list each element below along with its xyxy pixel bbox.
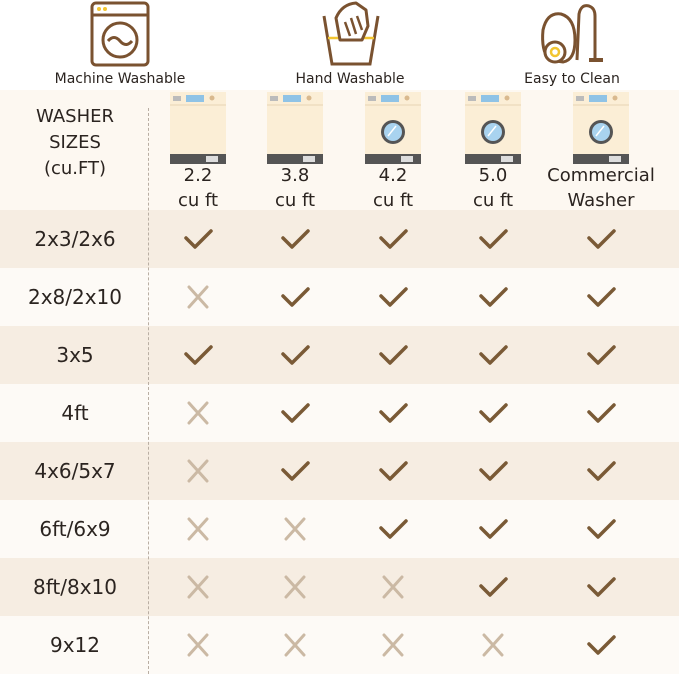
washer-sizes-title: WASHER SIZES (cu.FT)	[0, 104, 150, 182]
check-icon	[281, 403, 310, 423]
feature-hand-washable: Hand Washable	[250, 0, 450, 87]
check-icon	[479, 345, 508, 365]
cross-icon	[187, 401, 209, 425]
check-icon	[479, 403, 508, 423]
check-icon	[587, 229, 616, 249]
check-icon	[587, 403, 616, 423]
check-icon	[281, 287, 310, 307]
rug-size-label: 6ft/6x9	[39, 517, 111, 541]
cross-icon	[187, 517, 209, 541]
capacity-unit: cu ft	[372, 190, 414, 211]
check-icon	[587, 519, 616, 539]
washer-capacity-label: 2.2 cu ft	[128, 163, 268, 213]
check-icon	[379, 287, 408, 307]
check-icon	[587, 635, 616, 655]
washer-front-load-icon	[365, 92, 421, 164]
check-icon	[379, 229, 408, 249]
table-header: WASHER SIZES (cu.FT)	[0, 90, 679, 210]
title-line: SIZES	[49, 132, 101, 153]
rug-size-label: 2x8/2x10	[27, 285, 123, 309]
check-icon	[281, 345, 310, 365]
cross-icon	[187, 459, 209, 483]
rug-size-label: 9x12	[49, 633, 100, 657]
rug-size-label: 8ft/8x10	[32, 575, 117, 599]
feature-machine-washable: Machine Washable	[20, 0, 220, 87]
capacity-value: 5.0	[478, 165, 508, 186]
table-row: 4x6/5x7	[0, 442, 679, 500]
cross-icon	[187, 285, 209, 309]
table-row: 9x12	[0, 616, 679, 674]
title-line: WASHER	[36, 106, 114, 127]
capacity-unit: Washer	[567, 190, 635, 211]
check-icon	[587, 461, 616, 481]
capacity-value: Commercial	[547, 165, 655, 186]
cross-icon	[284, 517, 306, 541]
table-row: 3x5	[0, 326, 679, 384]
washer-front-load-icon	[465, 92, 521, 164]
cross-icon	[382, 575, 404, 599]
capacity-unit: cu ft	[177, 190, 219, 211]
table-row: 4ft	[0, 384, 679, 442]
cross-icon	[284, 575, 306, 599]
check-icon	[587, 577, 616, 597]
capacity-value: 2.2	[183, 165, 213, 186]
washer-capacity-label: Commercial Washer	[531, 163, 671, 213]
washer-capacity-label: 3.8 cu ft	[225, 163, 365, 213]
cross-icon	[187, 633, 209, 657]
washer-top-load-icon	[267, 92, 323, 164]
check-icon	[281, 461, 310, 481]
cross-icon	[187, 575, 209, 599]
check-icon	[184, 229, 213, 249]
capacity-value: 4.2	[378, 165, 408, 186]
check-icon	[587, 345, 616, 365]
check-icon	[281, 229, 310, 249]
check-icon	[379, 461, 408, 481]
rug-size-label: 2x3/2x6	[34, 227, 116, 251]
cross-icon	[382, 633, 404, 657]
feature-easy-to-clean: Easy to Clean	[472, 0, 672, 87]
rug-size-label: 3x5	[56, 343, 94, 367]
title-line: (cu.FT)	[43, 158, 107, 179]
feature-label: Easy to Clean	[524, 71, 620, 87]
check-icon	[479, 287, 508, 307]
washing-machine-icon	[90, 1, 150, 67]
column-divider	[148, 108, 149, 674]
table-row: 6ft/6x9	[0, 500, 679, 558]
table-row: 2x3/2x6	[0, 210, 679, 268]
check-icon	[184, 345, 213, 365]
check-icon	[379, 403, 408, 423]
rug-size-label: 4x6/5x7	[34, 459, 116, 483]
vacuum-cleaner-icon	[541, 4, 603, 64]
check-icon	[479, 229, 508, 249]
capacity-value: 3.8	[280, 165, 310, 186]
capacity-unit: cu ft	[472, 190, 514, 211]
washer-capacity-label: 4.2 cu ft	[323, 163, 463, 213]
check-icon	[587, 287, 616, 307]
feature-label: Machine Washable	[54, 71, 186, 87]
check-icon	[479, 461, 508, 481]
capacity-unit: cu ft	[274, 190, 316, 211]
feature-label: Hand Washable	[295, 71, 405, 87]
check-icon	[379, 345, 408, 365]
table-row: 8ft/8x10	[0, 558, 679, 616]
cross-icon	[482, 633, 504, 657]
cross-icon	[284, 633, 306, 657]
washer-front-load-icon	[573, 92, 629, 164]
check-icon	[379, 519, 408, 539]
washer-top-load-icon	[170, 92, 226, 164]
table-row: 2x8/2x10	[0, 268, 679, 326]
washer-capacity-label: 5.0 cu ft	[423, 163, 563, 213]
check-icon	[479, 519, 508, 539]
hand-wash-icon	[322, 1, 380, 66]
rug-size-label: 4ft	[61, 401, 89, 425]
check-icon	[479, 577, 508, 597]
